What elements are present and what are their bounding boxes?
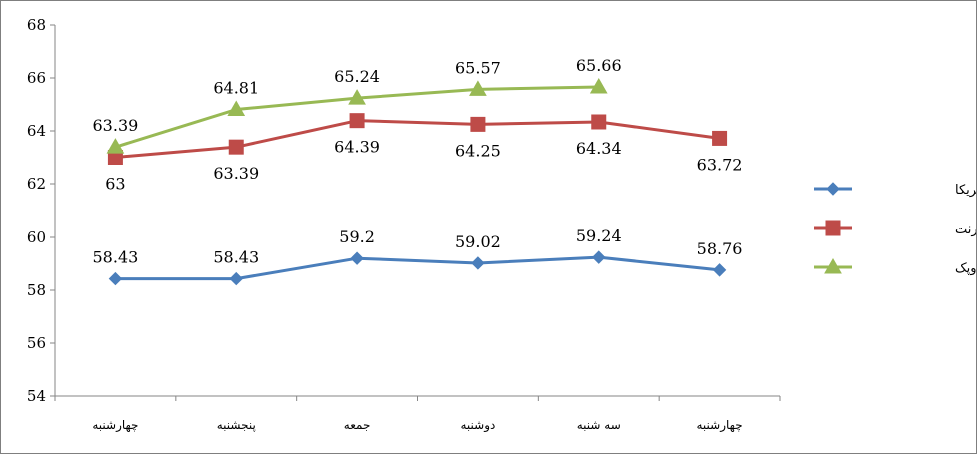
data-label: 59.2 [339,227,375,246]
data-label: 59.24 [576,226,622,245]
y-tick-label: 58 [27,281,46,299]
data-point [108,271,123,286]
data-label: 65.66 [576,56,622,75]
data-label: 65.57 [455,58,501,77]
y-tick-label: 68 [27,16,46,34]
x-category-label: چهارشنبه [92,418,138,433]
x-category-label: سه شنبه [577,418,621,432]
data-point [470,116,486,132]
data-label: 63.39 [213,164,259,183]
series-line-1 [115,255,720,281]
data-label: 58.43 [93,248,139,267]
data-label: 58.76 [697,239,743,258]
data-label: 58.43 [213,248,259,267]
y-tick-label: 64 [27,122,46,140]
data-label: 63 [105,175,125,194]
data-point [589,78,608,94]
x-category-label: جمعه [344,418,371,432]
y-tick-label: 66 [27,69,46,87]
data-point [229,271,243,286]
data-label: 64.39 [334,138,380,157]
data-point [712,130,728,146]
y-tick-label: 56 [27,334,46,352]
data-point [591,114,607,130]
data-point [348,89,366,105]
data-label: 65.24 [334,67,380,86]
data-label: 64.34 [576,139,622,158]
x-category-label: پنجشنبه [217,418,256,432]
x-category-label: چهارشنبه [697,418,743,433]
series-line-2 [115,119,720,159]
data-point [592,250,606,264]
data-label: 64.25 [455,141,501,160]
y-tick-label: 62 [27,175,46,193]
legend-marker [824,257,842,274]
legend-label: نفت اوپک [955,261,976,276]
data-point [227,100,246,117]
data-label: 63.39 [93,116,139,135]
data-point [471,256,485,270]
data-label: 64.81 [213,79,259,98]
data-label: 63.72 [697,155,743,174]
y-tick-label: 54 [27,387,46,405]
legend-label: نفت خام آمریکا [955,181,976,198]
legend-marker [826,182,840,196]
data-point [228,139,244,155]
x-category-label: دوشنبه [460,418,495,433]
legend-label: نفت برنت [955,222,976,237]
data-point [349,113,365,129]
data-point [712,263,727,277]
y-tick-label: 60 [27,228,46,246]
data-point [106,138,125,154]
legend-marker [825,220,841,236]
data-point [350,251,364,265]
data-point [469,80,487,96]
data-label: 59.02 [455,232,501,251]
